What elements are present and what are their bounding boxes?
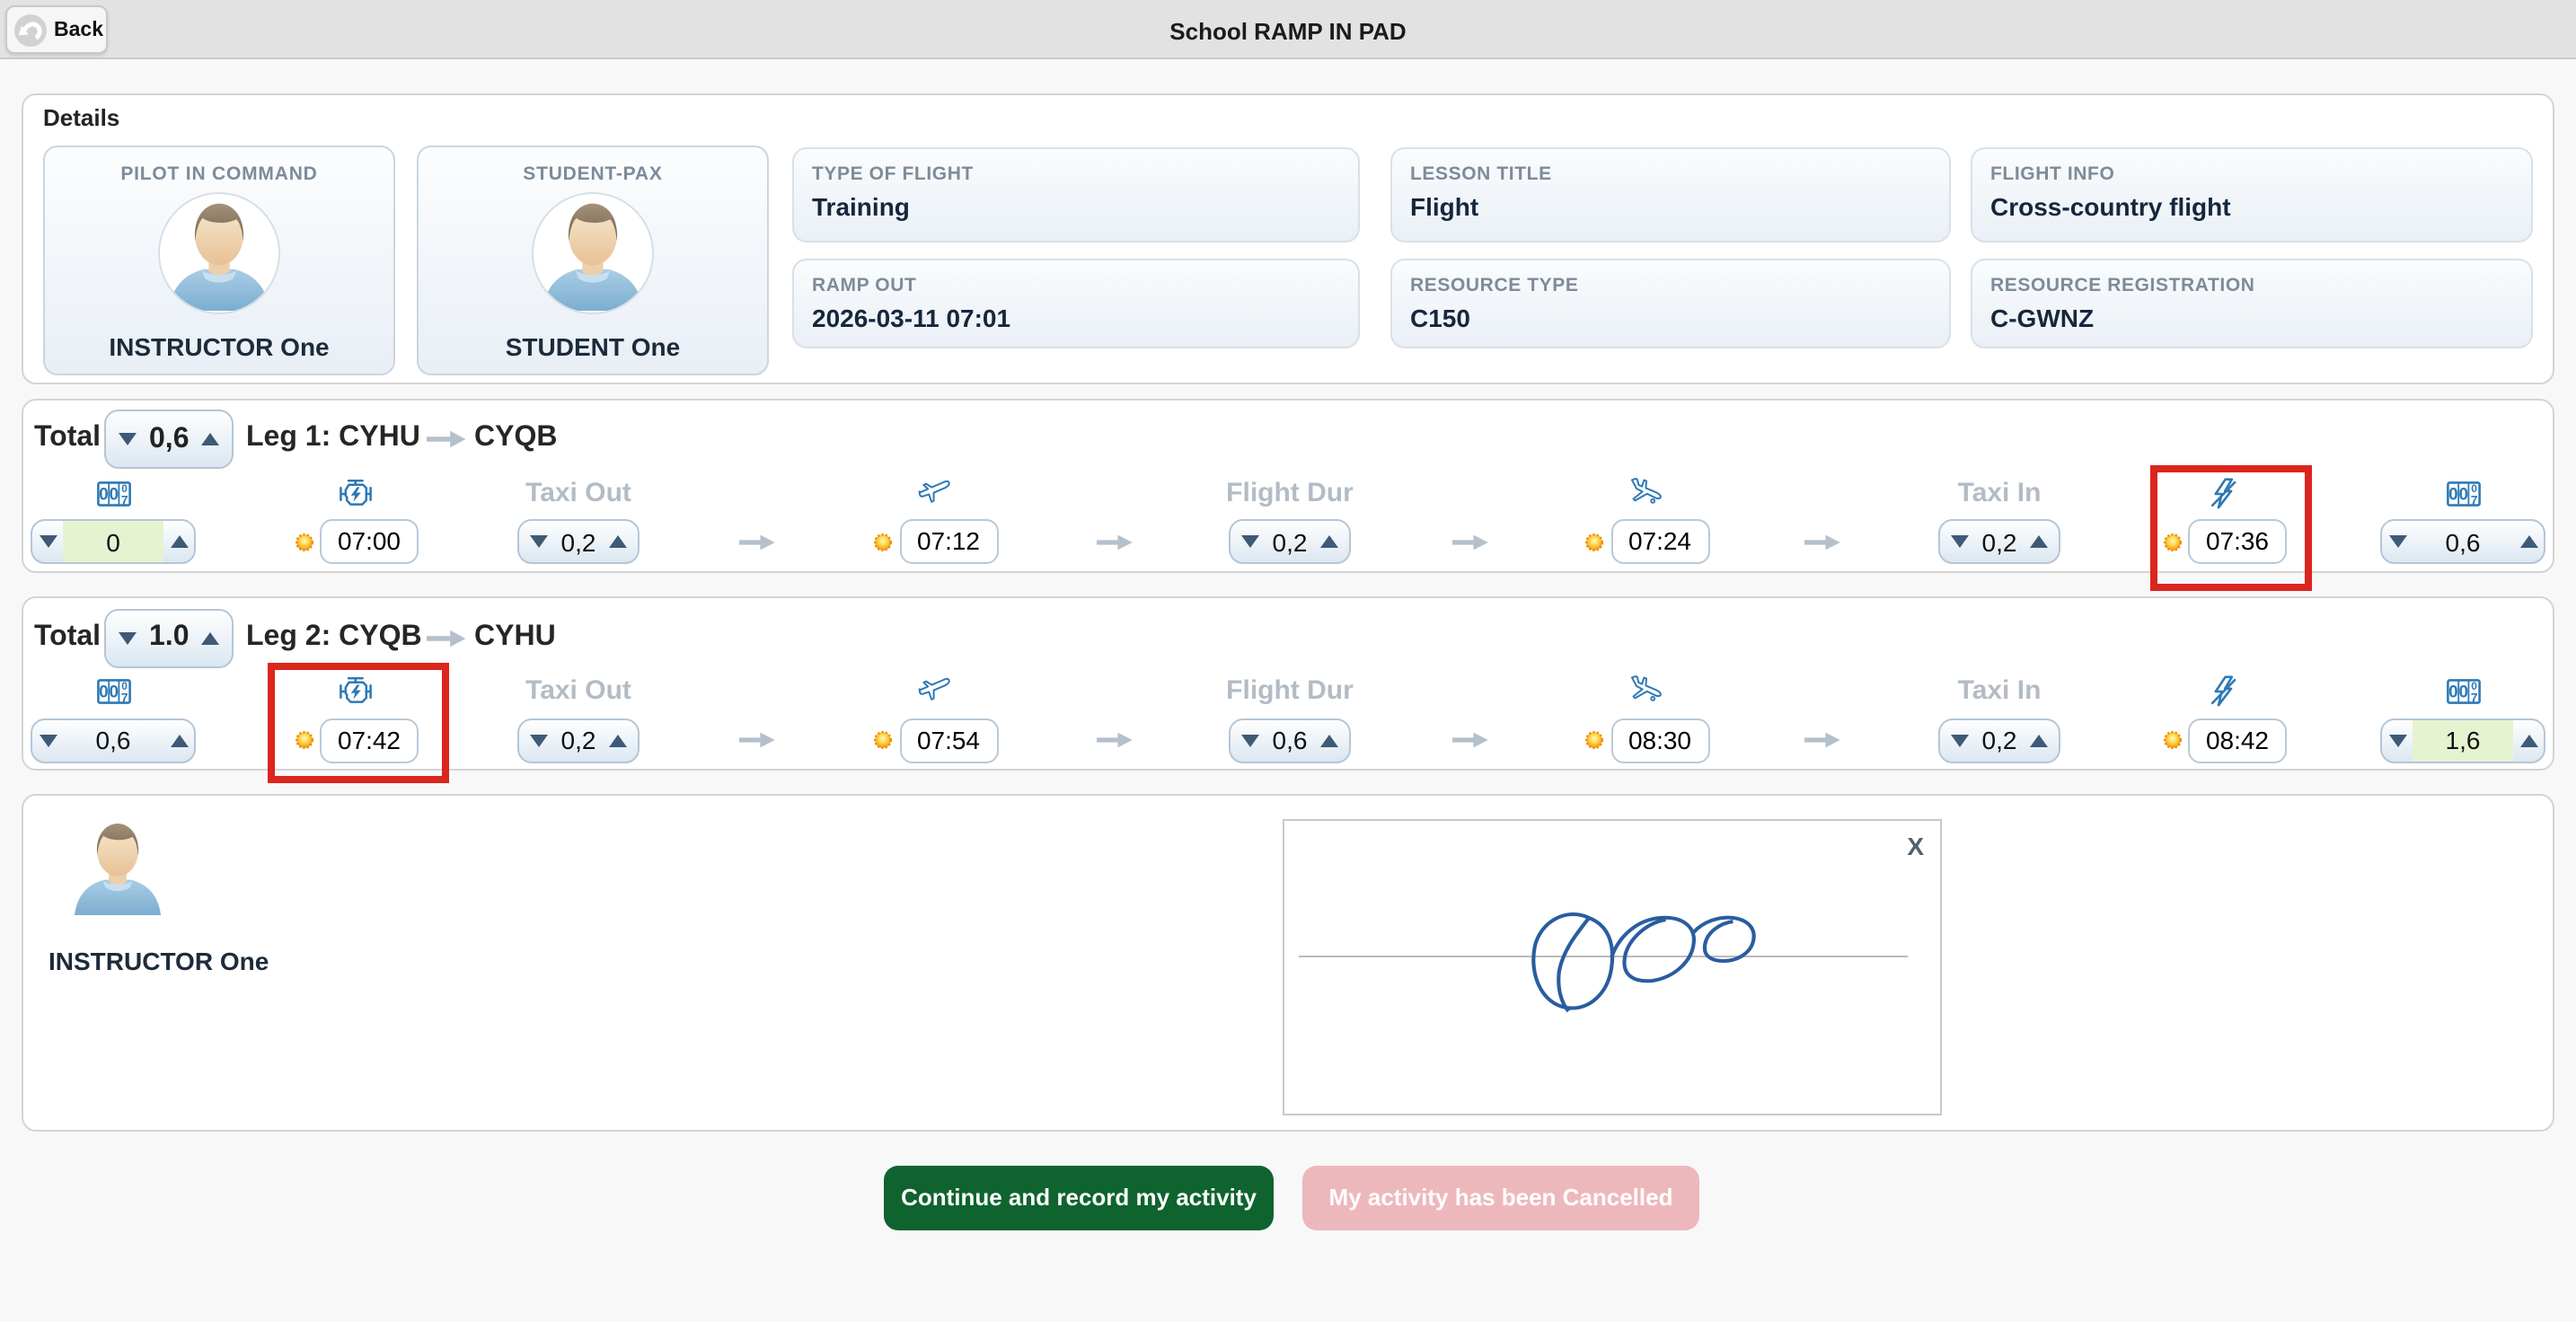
svg-text:0: 0	[109, 683, 119, 701]
svg-text:7: 7	[2470, 492, 2477, 506]
svg-text:0: 0	[2470, 481, 2476, 494]
svg-text:0: 0	[2458, 683, 2468, 701]
svg-text:7: 7	[2470, 691, 2477, 704]
svg-text:0: 0	[98, 484, 108, 503]
svg-text:0: 0	[120, 680, 127, 692]
svg-text:0: 0	[2470, 680, 2476, 692]
svg-text:0: 0	[2458, 484, 2468, 503]
svg-text:7: 7	[120, 691, 128, 704]
svg-text:0: 0	[98, 683, 108, 701]
svg-text:7: 7	[120, 492, 128, 506]
svg-text:0: 0	[2448, 484, 2457, 503]
svg-text:0: 0	[109, 484, 119, 503]
svg-text:0: 0	[120, 481, 127, 494]
svg-text:0: 0	[2448, 683, 2457, 701]
